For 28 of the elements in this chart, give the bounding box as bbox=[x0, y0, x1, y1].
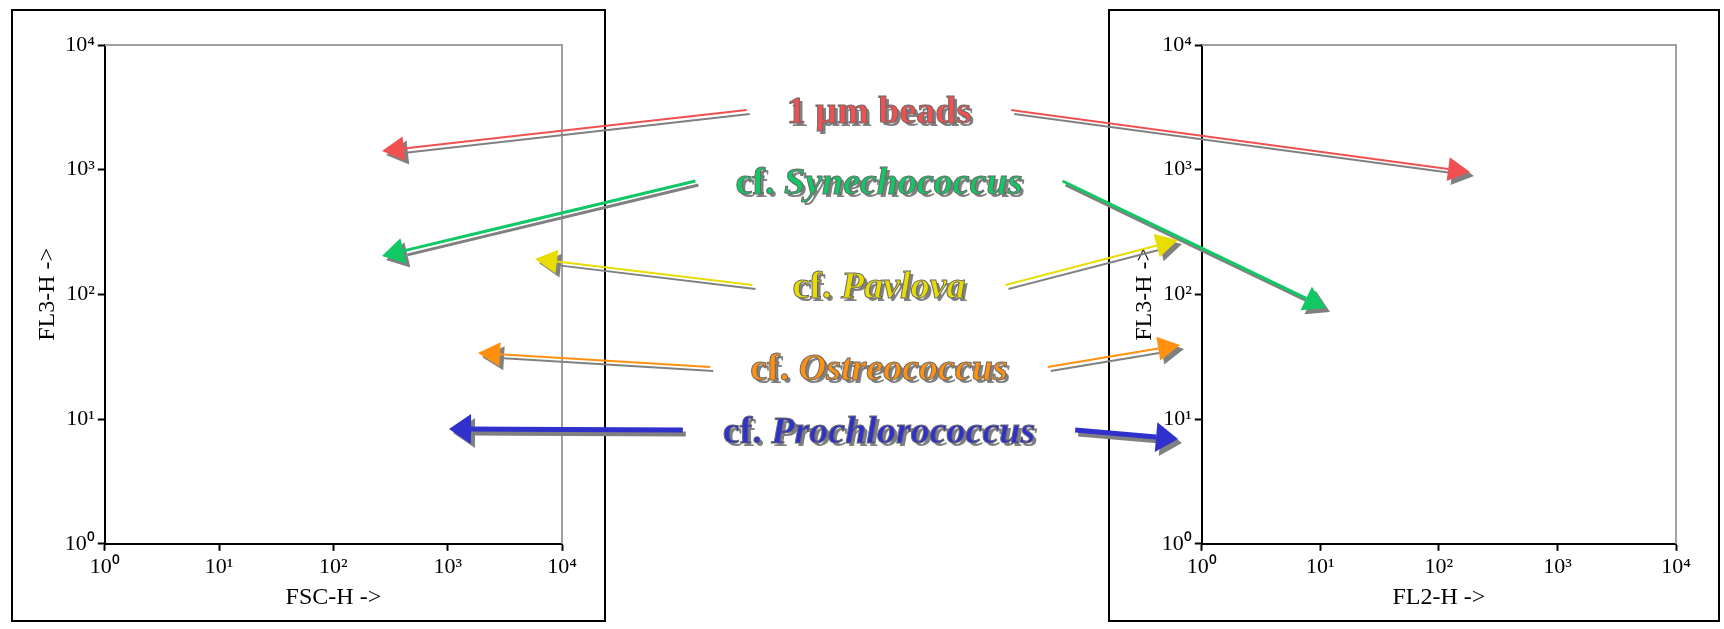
y-tick-label: 10⁰ bbox=[1161, 529, 1192, 555]
x-tick-label: 10³ bbox=[1543, 552, 1573, 578]
y-tick-label: 10³ bbox=[1163, 155, 1193, 181]
y-tick-label: 10⁰ bbox=[64, 529, 95, 555]
x-tick-label: 10² bbox=[1424, 552, 1454, 578]
y-tick-label: 10¹ bbox=[66, 404, 95, 430]
y-tick-label: 10⁴ bbox=[65, 30, 96, 56]
y-axis-title: FL3-H -> bbox=[32, 247, 59, 341]
x-tick-label: 10² bbox=[319, 552, 349, 578]
y-tick-label: 10¹ bbox=[1163, 404, 1192, 430]
y-tick-label: 10⁴ bbox=[1162, 30, 1193, 56]
x-axis-title: FSC-H -> bbox=[285, 582, 382, 609]
y-tick-label: 10² bbox=[1163, 280, 1193, 306]
x-tick-label: 10⁴ bbox=[547, 552, 578, 578]
text: 1 µm beads bbox=[786, 88, 972, 132]
text: cf. Pavlova bbox=[792, 263, 966, 307]
x-tick-label: 10¹ bbox=[1306, 552, 1335, 578]
x-tick-label: 10⁴ bbox=[1661, 552, 1692, 578]
text: cf. Prochlorococcus bbox=[722, 408, 1036, 452]
x-axis-title: FL2-H -> bbox=[1392, 582, 1486, 609]
x-tick-label: 10⁰ bbox=[1186, 552, 1217, 578]
x-tick-label: 10³ bbox=[433, 552, 463, 578]
x-tick-label: 10¹ bbox=[204, 552, 234, 578]
x-tick-label: 10⁰ bbox=[89, 552, 120, 578]
text: cf. Ostreococcus bbox=[750, 345, 1008, 389]
text: cf. Synechococcus bbox=[735, 159, 1023, 203]
y-tick-label: 10³ bbox=[66, 155, 96, 181]
y-tick-label: 10² bbox=[66, 280, 96, 306]
